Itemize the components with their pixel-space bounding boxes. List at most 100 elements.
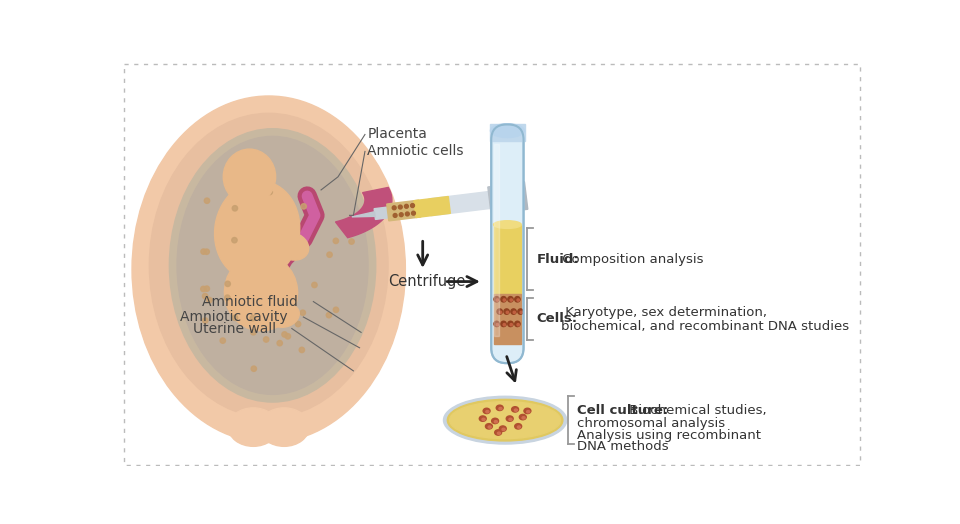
Ellipse shape — [259, 408, 309, 446]
Ellipse shape — [206, 298, 212, 303]
Ellipse shape — [232, 315, 238, 321]
Ellipse shape — [404, 204, 408, 208]
Ellipse shape — [326, 252, 332, 257]
Ellipse shape — [252, 366, 256, 372]
Text: Amniotic cavity: Amniotic cavity — [180, 310, 288, 324]
Polygon shape — [387, 200, 420, 221]
Text: Fluid:: Fluid: — [537, 253, 580, 266]
Text: Amniotic cells: Amniotic cells — [368, 145, 464, 158]
Ellipse shape — [486, 423, 492, 429]
Ellipse shape — [296, 247, 300, 252]
Ellipse shape — [405, 212, 409, 216]
Text: Uterine wall: Uterine wall — [193, 322, 276, 335]
Ellipse shape — [399, 213, 403, 216]
Ellipse shape — [517, 309, 523, 314]
Ellipse shape — [517, 323, 519, 326]
Text: Analysis using recombinant: Analysis using recombinant — [578, 429, 761, 442]
Ellipse shape — [204, 286, 209, 291]
Ellipse shape — [204, 249, 209, 254]
Ellipse shape — [509, 418, 512, 421]
Ellipse shape — [494, 430, 502, 435]
Ellipse shape — [299, 238, 304, 243]
Ellipse shape — [447, 399, 563, 441]
Ellipse shape — [496, 323, 498, 326]
Text: Cells:: Cells: — [537, 312, 578, 325]
Ellipse shape — [508, 321, 514, 326]
Ellipse shape — [508, 297, 514, 302]
Polygon shape — [414, 196, 450, 217]
Ellipse shape — [494, 297, 499, 302]
Ellipse shape — [203, 293, 207, 299]
Ellipse shape — [510, 323, 513, 326]
Ellipse shape — [412, 211, 416, 215]
Text: chromosomal analysis: chromosomal analysis — [578, 417, 726, 430]
Ellipse shape — [496, 299, 498, 301]
Ellipse shape — [214, 181, 300, 280]
Ellipse shape — [503, 323, 506, 326]
Text: biochemical, and recombinant DNA studies: biochemical, and recombinant DNA studies — [562, 320, 850, 333]
Bar — [493, 225, 521, 294]
Ellipse shape — [483, 408, 490, 413]
Text: Amniotic fluid: Amniotic fluid — [203, 294, 298, 309]
Ellipse shape — [263, 337, 269, 342]
Ellipse shape — [444, 396, 566, 444]
Ellipse shape — [515, 409, 517, 411]
FancyBboxPatch shape — [492, 125, 523, 363]
Ellipse shape — [225, 281, 230, 287]
Ellipse shape — [228, 408, 278, 446]
Ellipse shape — [232, 205, 238, 211]
Ellipse shape — [502, 428, 505, 431]
Ellipse shape — [506, 416, 514, 421]
Ellipse shape — [231, 237, 237, 243]
Ellipse shape — [224, 149, 276, 204]
Ellipse shape — [514, 311, 516, 313]
Ellipse shape — [285, 334, 291, 339]
Ellipse shape — [494, 421, 497, 423]
Ellipse shape — [204, 198, 209, 203]
Polygon shape — [429, 191, 492, 216]
Ellipse shape — [496, 405, 503, 410]
Ellipse shape — [491, 124, 524, 138]
Ellipse shape — [267, 189, 273, 195]
Text: Karyotype, sex determination,: Karyotype, sex determination, — [562, 306, 767, 319]
Ellipse shape — [150, 113, 388, 418]
Ellipse shape — [499, 311, 502, 313]
Ellipse shape — [482, 418, 485, 421]
Text: Placenta: Placenta — [368, 127, 427, 141]
Ellipse shape — [203, 318, 208, 323]
Ellipse shape — [238, 174, 244, 180]
Bar — [490, 125, 525, 141]
Ellipse shape — [499, 408, 502, 410]
Ellipse shape — [326, 312, 331, 318]
Polygon shape — [488, 186, 498, 213]
Ellipse shape — [296, 321, 300, 327]
Ellipse shape — [512, 407, 518, 412]
Ellipse shape — [527, 410, 530, 413]
Ellipse shape — [497, 309, 502, 314]
Text: Cell culture:: Cell culture: — [578, 405, 669, 418]
Ellipse shape — [506, 311, 509, 313]
Ellipse shape — [492, 418, 498, 423]
Ellipse shape — [501, 321, 506, 326]
Ellipse shape — [251, 315, 255, 321]
Ellipse shape — [201, 249, 206, 254]
Polygon shape — [352, 212, 375, 217]
Ellipse shape — [519, 414, 526, 420]
Ellipse shape — [225, 295, 230, 300]
Ellipse shape — [494, 321, 499, 326]
Ellipse shape — [251, 330, 256, 335]
Ellipse shape — [411, 204, 415, 208]
Ellipse shape — [269, 303, 300, 328]
Ellipse shape — [511, 309, 516, 314]
Polygon shape — [516, 182, 528, 210]
Ellipse shape — [132, 96, 405, 442]
Text: Composition analysis: Composition analysis — [558, 253, 704, 266]
Ellipse shape — [497, 432, 500, 434]
Ellipse shape — [515, 297, 520, 302]
Ellipse shape — [515, 423, 521, 429]
Ellipse shape — [486, 410, 489, 413]
Ellipse shape — [515, 321, 520, 326]
Ellipse shape — [493, 221, 521, 228]
Ellipse shape — [312, 282, 317, 288]
Polygon shape — [374, 206, 394, 220]
